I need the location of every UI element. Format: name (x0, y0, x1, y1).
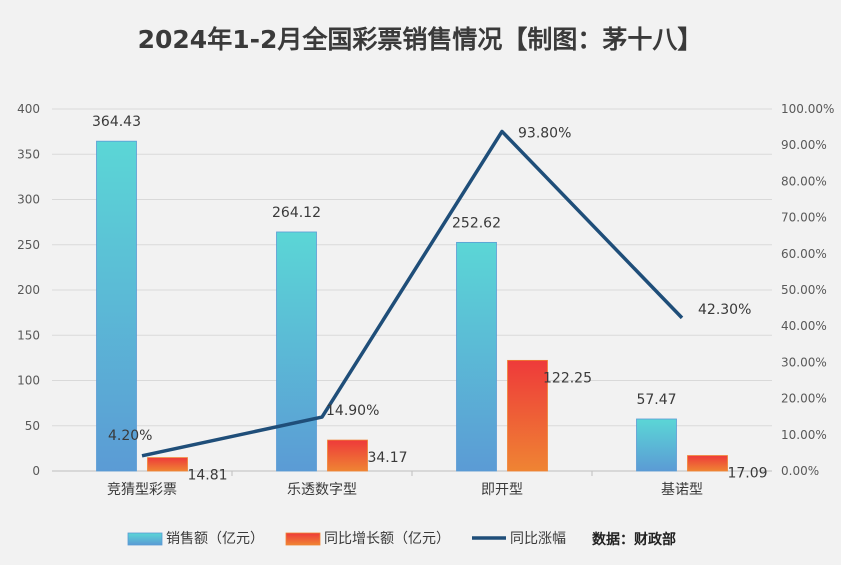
right-tick-label: 80.00% (781, 174, 827, 188)
source-note: 数据：财政部 (592, 531, 676, 548)
right-tick-label: 10.00% (781, 428, 827, 442)
bar-data-label: 122.25 (543, 370, 592, 386)
bar-data-label: 364.43 (92, 114, 141, 130)
category-label: 乐透数字型 (287, 482, 357, 498)
bar-data-label: 14.81 (187, 468, 227, 484)
legend: 销售额（亿元） 同比增长额（亿元） 同比涨幅 (127, 531, 566, 547)
left-tick-label: 0 (32, 464, 40, 478)
line-data-label: 4.20% (108, 428, 152, 444)
category-label: 竞猜型彩票 (107, 481, 177, 498)
left-tick-label: 400 (17, 102, 40, 116)
left-tick-label: 100 (17, 374, 40, 388)
bar (456, 241, 497, 472)
left-tick-label: 150 (17, 328, 40, 342)
left-tick-label: 50 (25, 419, 40, 433)
chart-title: 2024年1-2月全国彩票销售情况【制图：茅十八】 (138, 25, 703, 54)
bar-data-label: 264.12 (272, 205, 321, 221)
right-axis-ticks: 0.00% 10.00% 20.00% 30.00% 40.00% 50.00% 60.00… (781, 102, 834, 478)
bar (327, 439, 368, 472)
line-data-label: 93.80% (518, 125, 571, 141)
legend-label: 同比增长额（亿元） (324, 531, 450, 547)
bar (636, 418, 677, 472)
category-label: 即开型 (481, 482, 523, 498)
growth-rate-line-layer (141, 129, 684, 458)
line-data-label: 42.30% (698, 302, 751, 318)
right-tick-label: 90.00% (781, 138, 827, 152)
line-data-label: 14.90% (326, 403, 379, 419)
right-tick-label: 50.00% (781, 283, 827, 297)
bar (687, 455, 728, 472)
left-tick-label: 200 (17, 283, 40, 297)
bar (96, 140, 137, 472)
right-tick-label: 30.00% (781, 355, 827, 369)
right-tick-label: 70.00% (781, 211, 827, 225)
bar-data-label: 34.17 (367, 450, 407, 466)
left-tick-label: 300 (17, 193, 40, 207)
left-axis-ticks: 0 50 100 150 200 250 300 350 400 (17, 102, 40, 478)
legend-swatch (285, 532, 321, 546)
data-labels: 364.43 14.81 264.12 34.17 252.62 122.25 57.47 1… (92, 114, 768, 483)
right-tick-label: 0.00% (781, 464, 819, 478)
bar-data-label: 17.09 (727, 466, 767, 482)
right-tick-label: 100.00% (781, 102, 834, 116)
legend-label: 销售额（亿元） (166, 531, 264, 547)
right-tick-label: 20.00% (781, 392, 827, 406)
bar-data-label: 57.47 (636, 392, 676, 408)
bars (96, 140, 728, 472)
bar (147, 457, 188, 472)
bar-data-label: 252.62 (452, 215, 501, 231)
category-label: 基诺型 (661, 481, 703, 498)
category-labels: 竞猜型彩票 乐透数字型 即开型 基诺型 (107, 481, 703, 498)
left-tick-label: 250 (17, 238, 40, 252)
legend-swatch (127, 532, 163, 546)
left-tick-label: 350 (17, 147, 40, 161)
right-tick-label: 60.00% (781, 247, 827, 261)
bar (507, 359, 548, 472)
bar (276, 231, 317, 472)
legend-label: 同比涨幅 (510, 531, 566, 547)
growth-rate-line (141, 129, 684, 458)
right-tick-label: 40.00% (781, 319, 827, 333)
